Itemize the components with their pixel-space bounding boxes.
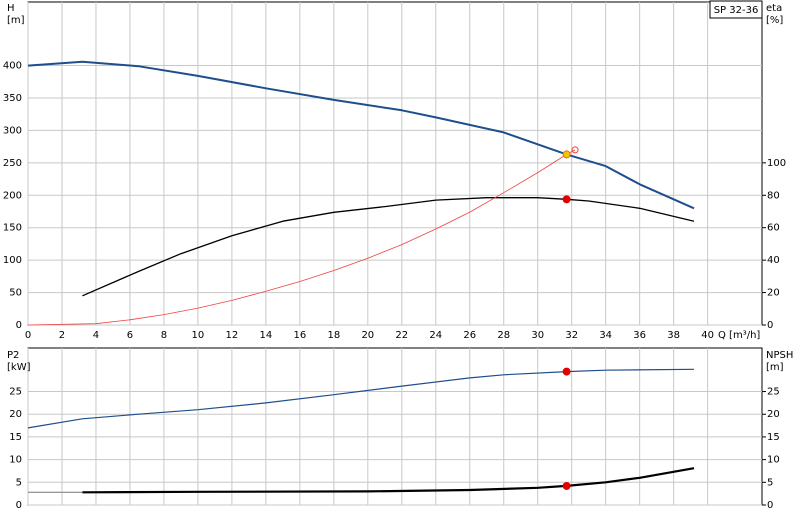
- x-tick-label: 18: [327, 330, 340, 341]
- y-tick-label: 250: [3, 158, 22, 169]
- legend-label: SP 32-36: [714, 5, 759, 16]
- series-line: [27, 149, 576, 326]
- y-tick-label: 25: [9, 387, 22, 398]
- y-tick-label: 300: [3, 125, 22, 136]
- x-tick-label: 6: [127, 330, 133, 341]
- series-line: [27, 368, 695, 429]
- y-tick-label: 5: [16, 477, 22, 488]
- x-tick-label: 38: [667, 330, 680, 341]
- y2-tick-label: 15: [767, 432, 780, 443]
- y-tick-label: 150: [3, 223, 22, 234]
- y-tick-label: 0: [16, 500, 22, 511]
- y2-tick-label: 5: [767, 477, 773, 488]
- series-line: [82, 197, 695, 297]
- x-tick-label: 36: [633, 330, 646, 341]
- x-tick-label: 12: [226, 330, 239, 341]
- x-tick-label: 22: [395, 330, 408, 341]
- y-axis-unit: [m]: [7, 15, 25, 26]
- y2-tick-label: 20: [767, 288, 780, 299]
- series-line: [82, 467, 695, 494]
- plot-frame: [27, 347, 763, 506]
- legend-box: [709, 0, 763, 19]
- x-tick-label: 8: [161, 330, 167, 341]
- y-tick-label: 200: [3, 190, 22, 201]
- y-tick-label: 50: [9, 288, 22, 299]
- x-tick-label: 40: [701, 330, 714, 341]
- x-tick-label: 24: [429, 330, 442, 341]
- marker: [562, 481, 571, 490]
- y-axis-label: P2: [7, 350, 19, 361]
- x-tick-label: 14: [260, 330, 273, 341]
- y-axis-unit: [kW]: [7, 362, 31, 373]
- marker: [571, 146, 579, 154]
- y2-tick-label: 80: [767, 190, 780, 201]
- x-tick-label: 34: [599, 330, 612, 341]
- x-tick-label: 0: [25, 330, 31, 341]
- y-tick-label: 350: [3, 93, 22, 104]
- y-tick-label: 0: [16, 320, 22, 331]
- x-tick-label: 30: [531, 330, 544, 341]
- y2-tick-label: 10: [767, 455, 780, 466]
- marker: [562, 195, 571, 204]
- y2-tick-label: 100: [767, 158, 786, 169]
- x-tick-label: 2: [59, 330, 65, 341]
- x-tick-label: 26: [463, 330, 476, 341]
- series-line: [27, 60, 695, 210]
- y2-axis-label: eta: [766, 3, 782, 14]
- y-tick-label: 400: [3, 61, 22, 72]
- plot-frame: [27, 1, 763, 326]
- x-tick-label: 32: [565, 330, 578, 341]
- x-tick-label: 28: [497, 330, 510, 341]
- y2-axis-label: NPSH: [766, 350, 793, 361]
- y-tick-label: 20: [9, 409, 22, 420]
- y2-tick-label: 60: [767, 223, 780, 234]
- y-tick-label: 10: [9, 455, 22, 466]
- y2-axis-unit: [m]: [766, 362, 784, 373]
- x-tick-label: 10: [192, 330, 205, 341]
- marker: [562, 367, 571, 376]
- y2-tick-label: 0: [767, 320, 773, 331]
- x-tick-label: 16: [293, 330, 306, 341]
- y2-tick-label: 0: [767, 500, 773, 511]
- x-axis-label: Q [m³/h]: [718, 330, 760, 341]
- y2-axis-unit: [%]: [766, 15, 783, 26]
- y2-tick-label: 20: [767, 409, 780, 420]
- y-tick-label: 15: [9, 432, 22, 443]
- marker: [562, 150, 571, 159]
- y2-tick-label: 40: [767, 255, 780, 266]
- x-tick-label: 4: [93, 330, 99, 341]
- x-tick-label: 20: [361, 330, 374, 341]
- y2-tick-label: 25: [767, 387, 780, 398]
- y-axis-label: H: [7, 3, 15, 14]
- y-tick-label: 100: [3, 255, 22, 266]
